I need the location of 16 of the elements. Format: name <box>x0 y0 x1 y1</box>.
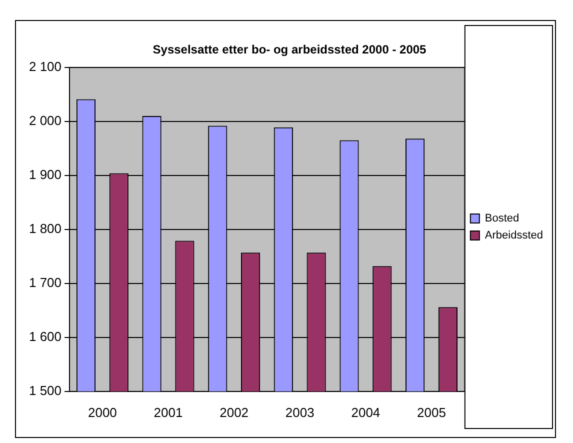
x-tick-label: 2004 <box>351 404 380 420</box>
x-tick-label: 2000 <box>88 404 117 420</box>
y-tick-label: 1 800 <box>28 220 62 236</box>
x-tick-label: 2002 <box>220 404 249 420</box>
x-tick-label: 2001 <box>154 404 183 420</box>
y-tick-label: 1 900 <box>28 166 62 182</box>
y-tick-label: 2 100 <box>28 58 62 74</box>
legend-label: Bosted <box>484 212 520 225</box>
y-tick-label: 1 600 <box>28 328 62 344</box>
chart-title: Sysselsatte etter bo- og arbeidssted 2000 - 2005 <box>152 42 427 57</box>
x-tick-label: 2003 <box>285 404 314 420</box>
y-tick-label: 1 700 <box>28 274 62 290</box>
legend-label: Arbeidssted <box>484 230 544 242</box>
y-tick-label: 2 000 <box>28 112 62 128</box>
y-tick-label: 1 500 <box>28 382 62 398</box>
x-tick-label: 2005 <box>417 404 446 420</box>
